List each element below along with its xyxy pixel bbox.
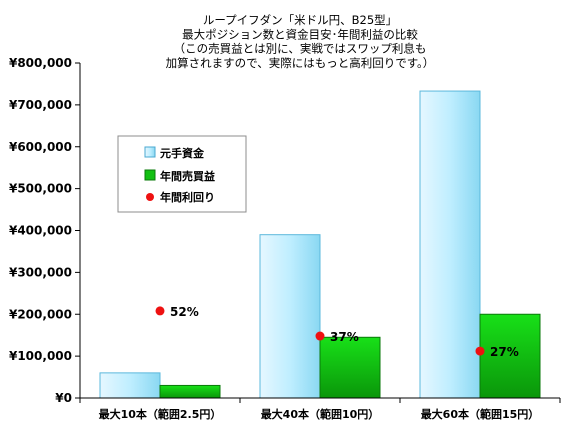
y-axis: ¥0 ¥100,000 ¥200,000 ¥300,000 ¥400,000 ¥500,0… <box>9 56 81 405</box>
legend-box <box>117 135 247 213</box>
legend-label-profit: 年間売買益 <box>160 169 215 183</box>
bar-profit <box>159 384 221 399</box>
legend-swatch-capital <box>144 146 156 158</box>
x-tick-label: 最大60本（範囲15円） <box>421 407 540 421</box>
bar-capital <box>419 90 481 399</box>
yield-point <box>155 306 165 316</box>
x-tick-label: 最大40本（範囲10円） <box>261 407 380 421</box>
yield-label: 27% <box>490 345 519 359</box>
y-tick-label: ¥700,000 <box>9 98 72 112</box>
chart-title-line: （この売買益とは別に、実戦ではスワップ利息も <box>174 42 427 56</box>
y-tick-label: ¥600,000 <box>9 140 72 154</box>
y-tick-label: ¥200,000 <box>9 307 72 321</box>
chart-title-line: ループイフダン「米ドル円、B25型」 <box>203 13 397 27</box>
bar-profit <box>319 336 381 399</box>
plot-area: 52% 37% 27% <box>99 90 541 399</box>
chart-title-line: 最大ポジション数と資金目安･年間利益の比較 <box>182 27 418 41</box>
y-tick-label: ¥500,000 <box>9 182 72 196</box>
legend-label-capital: 元手資金 <box>160 146 205 160</box>
legend-swatch-profit <box>144 169 156 181</box>
x-tick-label: 最大10本（範囲2.5円） <box>99 407 222 421</box>
yield-point <box>315 331 325 341</box>
legend: 元手資金 年間売買益 年間利回り <box>117 135 247 213</box>
bar-capital <box>99 372 161 399</box>
yield-label: 37% <box>330 330 359 344</box>
chart-title-line: 加算されますので、実際にはもっと高利回りです。） <box>166 56 435 70</box>
y-tick-label: ¥400,000 <box>9 224 72 238</box>
bar-capital <box>259 234 321 399</box>
yield-label: 52% <box>170 305 199 319</box>
y-tick-label: ¥800,000 <box>9 56 72 70</box>
chart-title: ループイフダン「米ドル円、B25型」最大ポジション数と資金目安･年間利益の比較（… <box>166 13 435 70</box>
x-axis: 最大10本（範囲2.5円） 最大40本（範囲10円） 最大60本（範囲15円） <box>79 397 561 421</box>
y-tick-label: ¥300,000 <box>9 265 72 279</box>
y-tick-label: ¥100,000 <box>9 349 72 363</box>
legend-label-yield: 年間利回り <box>160 190 215 204</box>
yield-point <box>475 346 485 356</box>
y-tick-label: ¥0 <box>55 391 72 405</box>
bar-profit <box>479 313 541 399</box>
legend-marker-yield <box>146 193 154 201</box>
